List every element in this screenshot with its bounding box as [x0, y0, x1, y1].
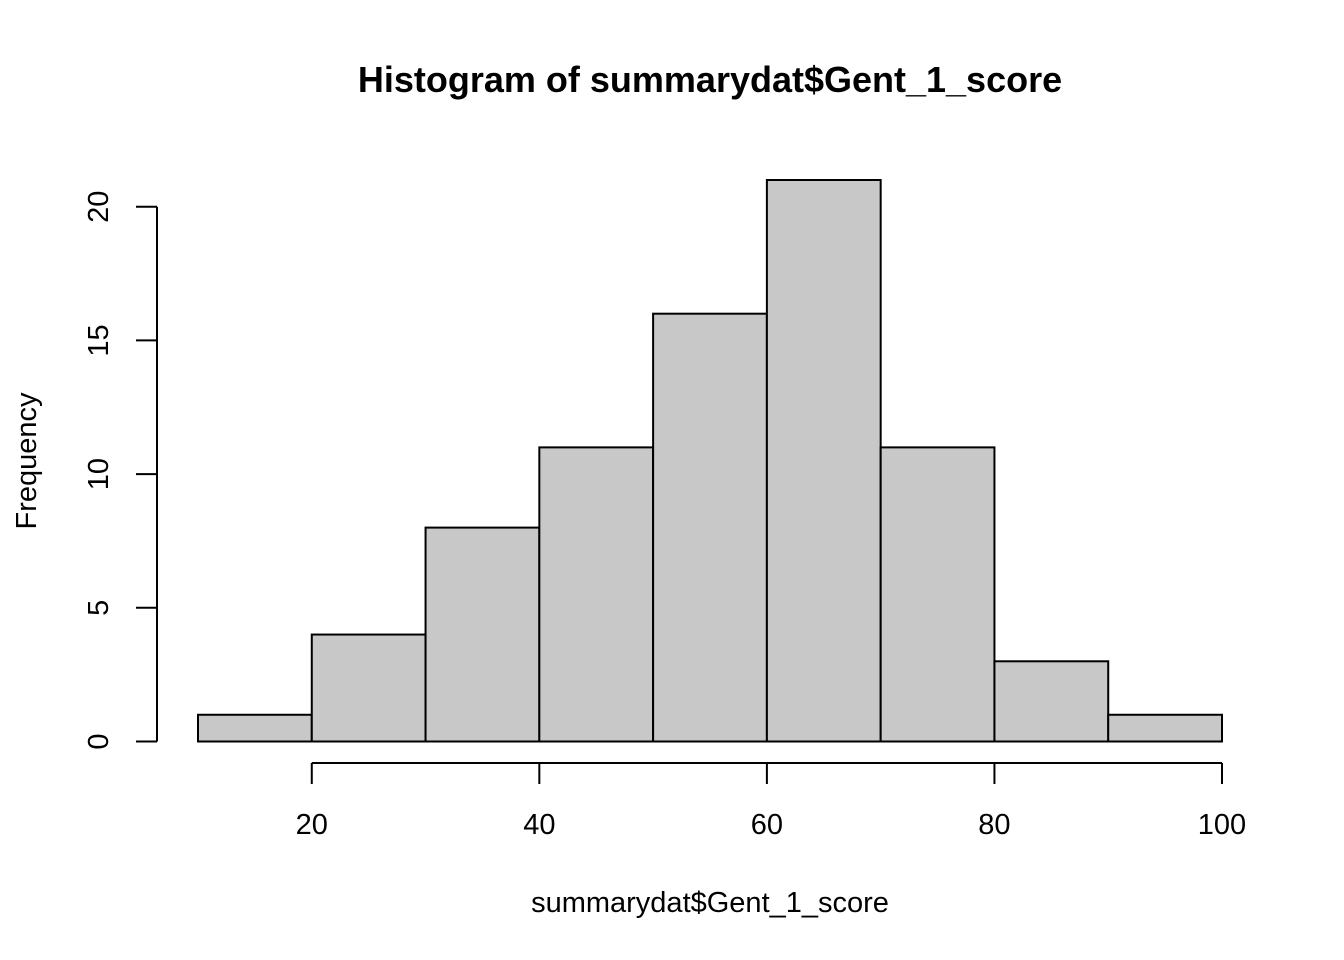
histogram-bar-4 — [538, 446, 655, 743]
histogram-bar-3 — [424, 526, 541, 743]
histogram-bar-6 — [765, 179, 882, 743]
y-tick-label: 0 — [83, 733, 115, 749]
x-tick-label: 100 — [1198, 809, 1246, 841]
x-axis-label: summarydat$Gent_1_score — [531, 887, 889, 919]
histogram-bar-5 — [652, 312, 768, 743]
x-tick-label: 80 — [978, 809, 1010, 841]
x-tick-label: 60 — [751, 809, 783, 841]
y-axis-label: Frequency — [11, 392, 43, 530]
histogram-bar-2 — [310, 633, 427, 743]
histogram-bar-7 — [879, 446, 996, 743]
histogram-bar-9 — [1107, 713, 1223, 743]
y-tick-label: 10 — [83, 458, 115, 490]
y-tick-label: 15 — [83, 324, 115, 356]
y-tick-label: 20 — [83, 191, 115, 223]
y-tick-label: 5 — [83, 600, 115, 616]
histogram-bar-1 — [197, 713, 313, 743]
chart-title: Histogram of summarydat$Gent_1_score — [358, 59, 1062, 100]
x-tick-label: 40 — [523, 809, 555, 841]
bars-group — [197, 179, 1223, 743]
y-axis: 0 5 10 15 20 — [83, 191, 158, 750]
x-tick-label: 20 — [296, 809, 328, 841]
x-axis: 20 40 60 80 100 — [296, 762, 1246, 841]
histogram-bar-8 — [993, 660, 1110, 743]
